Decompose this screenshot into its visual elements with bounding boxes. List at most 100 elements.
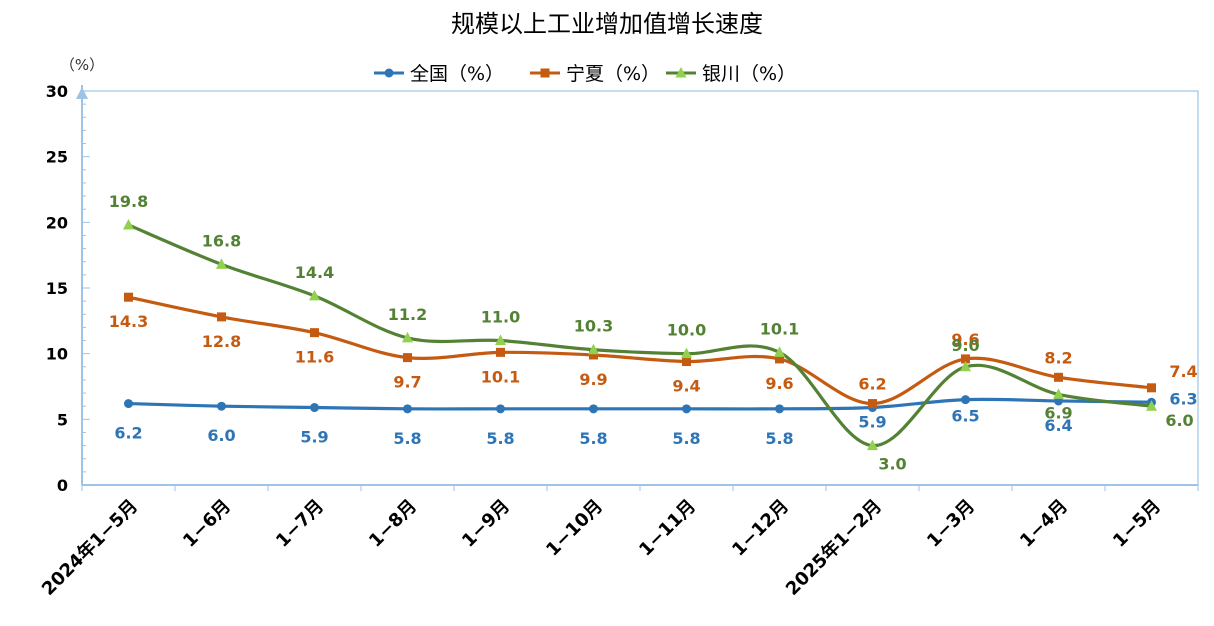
x-tick-label: 1−9月 bbox=[458, 496, 514, 552]
x-tick-label: 1−12月 bbox=[728, 496, 793, 561]
data-label: 11.2 bbox=[388, 305, 427, 324]
data-point-triangle bbox=[309, 289, 320, 301]
data-label: 6.4 bbox=[1044, 416, 1072, 435]
data-point-square bbox=[403, 353, 412, 363]
x-tick-label: 1−6月 bbox=[179, 496, 235, 552]
y-tick-label: 25 bbox=[46, 148, 68, 167]
y-tick-label: 0 bbox=[57, 476, 68, 495]
x-tick-label: 1−3月 bbox=[923, 496, 979, 552]
series-line-1 bbox=[126, 295, 1154, 406]
data-label: 10.0 bbox=[667, 321, 706, 340]
data-point-square bbox=[589, 350, 598, 360]
data-label: 5.8 bbox=[579, 429, 607, 448]
data-labels: 6.2 6.0 5.9 5.8 5.8 5.8 5.8 5.8 5.9 6.5 6.4 6.3 14.3… bbox=[109, 192, 1198, 474]
data-label: 10.1 bbox=[481, 367, 520, 386]
x-tick-label: 1−7月 bbox=[272, 496, 328, 552]
data-point-triangle bbox=[495, 334, 506, 346]
data-point-square bbox=[775, 354, 784, 364]
data-label: 9.0 bbox=[951, 336, 979, 355]
y-tick-label: 30 bbox=[46, 82, 68, 101]
y-axis-arrow-icon bbox=[76, 87, 88, 99]
data-point-square bbox=[217, 312, 226, 322]
y-tick-label: 5 bbox=[57, 410, 68, 429]
data-point-triangle bbox=[867, 439, 878, 451]
y-axis-unit-label: （%） bbox=[60, 56, 104, 74]
legend-circle-icon bbox=[384, 68, 394, 78]
data-label: 5.9 bbox=[858, 413, 886, 432]
legend-label: 银川（%） bbox=[702, 63, 796, 85]
plot-area-border bbox=[81, 90, 1199, 486]
data-point-circle bbox=[217, 401, 226, 411]
data-point-circle bbox=[961, 395, 970, 405]
series-line-0 bbox=[126, 397, 1154, 411]
data-point-triangle bbox=[216, 258, 227, 269]
data-label: 9.7 bbox=[393, 373, 421, 392]
data-point-circle bbox=[124, 399, 133, 409]
data-label: 11.0 bbox=[481, 308, 520, 327]
data-point-square bbox=[961, 354, 970, 364]
data-label: 10.1 bbox=[760, 319, 799, 338]
data-label: 10.3 bbox=[574, 317, 613, 336]
x-tick-label: 2024年1−5月 bbox=[37, 495, 142, 600]
data-point-circle bbox=[496, 404, 505, 414]
data-point-circle bbox=[589, 404, 598, 414]
series-group bbox=[123, 218, 1157, 451]
data-label: 8.2 bbox=[1044, 348, 1072, 367]
data-point-triangle bbox=[960, 360, 971, 372]
data-label: 19.8 bbox=[109, 192, 148, 211]
data-label: 5.8 bbox=[765, 429, 793, 448]
data-label: 14.4 bbox=[295, 263, 334, 282]
data-label: 12.8 bbox=[202, 332, 241, 351]
data-label: 14.3 bbox=[109, 312, 148, 331]
data-label: 6.0 bbox=[1165, 411, 1193, 430]
data-label: 5.9 bbox=[300, 428, 328, 447]
data-point-triangle bbox=[681, 347, 692, 359]
data-label: 6.2 bbox=[858, 375, 886, 394]
data-point-square bbox=[1147, 383, 1156, 393]
data-label: 9.4 bbox=[672, 377, 700, 396]
data-point-triangle bbox=[1146, 400, 1157, 411]
data-point-triangle bbox=[774, 346, 785, 357]
data-label: 5.8 bbox=[393, 429, 421, 448]
x-tick-label: 2025年1−2月 bbox=[781, 495, 886, 600]
axes bbox=[76, 85, 1199, 491]
data-label: 11.6 bbox=[295, 348, 334, 367]
data-point-square bbox=[496, 347, 505, 357]
data-label: 6.3 bbox=[1169, 389, 1197, 408]
data-point-triangle bbox=[1053, 388, 1064, 399]
y-tick-label: 20 bbox=[46, 213, 68, 232]
data-point-square bbox=[124, 292, 133, 302]
data-point-circle bbox=[775, 404, 784, 414]
data-label: 9.9 bbox=[579, 370, 607, 389]
legend-label: 宁夏（%） bbox=[566, 63, 660, 85]
data-label: 16.8 bbox=[202, 231, 241, 250]
data-point-triangle bbox=[588, 343, 599, 355]
data-point-square bbox=[682, 357, 691, 367]
data-label: 5.8 bbox=[486, 429, 514, 448]
data-point-square bbox=[868, 399, 877, 409]
legend: 全国（%） 宁夏（%） 银川（%） bbox=[374, 63, 796, 85]
data-label: 6.9 bbox=[1044, 403, 1072, 422]
x-tick-label: 1−8月 bbox=[365, 496, 421, 552]
data-label: 6.5 bbox=[951, 407, 979, 426]
series-line-2 bbox=[126, 223, 1154, 448]
data-label: 7.4 bbox=[1169, 362, 1197, 381]
x-tick-label: 1−5月 bbox=[1109, 496, 1165, 552]
data-label: 9.6 bbox=[951, 330, 979, 349]
data-point-square bbox=[310, 328, 319, 338]
legend-triangle-icon bbox=[675, 67, 687, 78]
legend-square-icon bbox=[540, 68, 550, 78]
data-point-circle bbox=[403, 404, 412, 414]
data-label: 6.0 bbox=[207, 426, 235, 445]
legend-label: 全国（%） bbox=[410, 63, 504, 85]
x-tick-label: 1−10月 bbox=[542, 496, 607, 561]
data-point-circle bbox=[310, 403, 319, 413]
y-axis-ticks: 0 5 10 15 20 25 30 bbox=[46, 82, 68, 495]
data-point-triangle bbox=[123, 218, 134, 230]
data-label: 5.8 bbox=[672, 429, 700, 448]
x-tick-label: 1−4月 bbox=[1016, 496, 1072, 552]
data-point-triangle bbox=[402, 331, 413, 343]
chart-title: 规模以上工业增加值增长速度 bbox=[451, 10, 763, 38]
data-point-square bbox=[1054, 372, 1063, 382]
